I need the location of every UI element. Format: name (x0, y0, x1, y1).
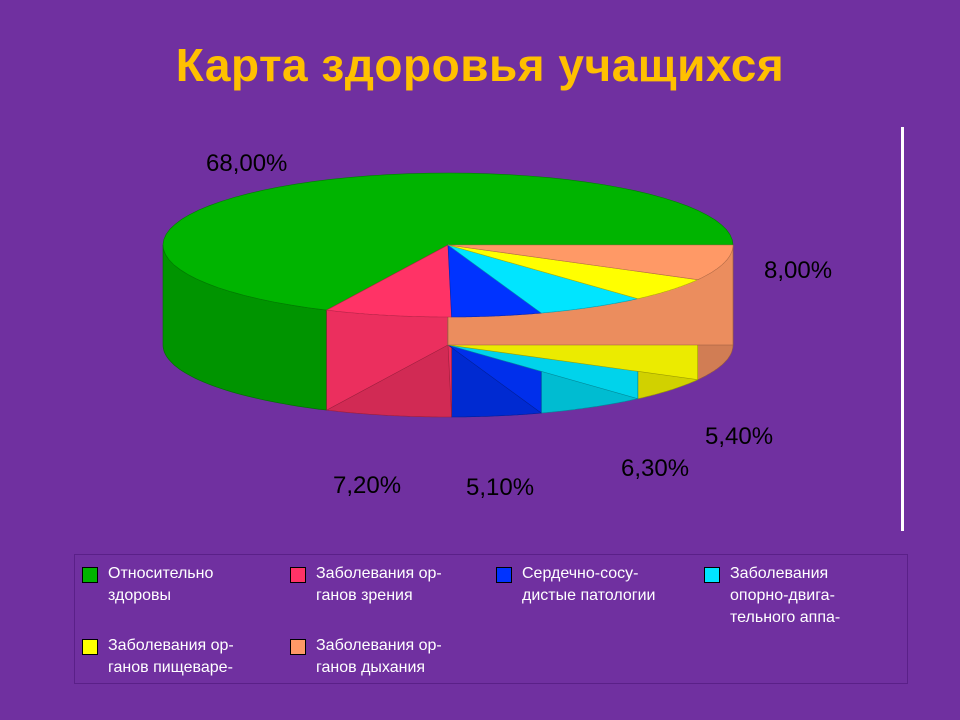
pie-slice-0 (162, 172, 734, 311)
legend-label: Заболевания ор- ганов зрения (316, 565, 442, 604)
legend-label: Заболевания опорно-двига- тельного аппа- (730, 565, 841, 626)
legend-label: Сердечно-сосу- дистые патологии (522, 565, 656, 604)
pie-slice-4 (447, 244, 699, 300)
pie-value-label: 5,10% (466, 474, 535, 501)
pie-value-label: 68,00% (206, 150, 288, 177)
vertical-divider-line (901, 127, 904, 531)
legend-label: Относительно здоровы (108, 565, 214, 604)
pie-slice-5 (447, 244, 734, 281)
pie-slice-1 (325, 244, 452, 318)
legend-swatch (496, 567, 512, 583)
legend-swatch (82, 639, 98, 655)
legend-swatch (704, 567, 720, 583)
pie-slice-2 (447, 244, 542, 318)
legend-swatch (82, 567, 98, 583)
legend-swatch (290, 567, 306, 583)
pie-value-label: 8,00% (764, 257, 833, 284)
pie-value-label: 6,30% (621, 455, 690, 482)
pie-slice-3 (447, 244, 638, 314)
pie-value-label: 5,40% (705, 423, 774, 450)
pie-value-label: 7,20% (333, 472, 402, 499)
slide-title: Карта здоровья учащихся (175, 39, 785, 91)
chart-legend: Относительно здоровы Заболевания ор- гано… (74, 554, 908, 684)
legend-swatch (290, 639, 306, 655)
legend-label: Заболевания ор- ганов дыхания (316, 637, 442, 676)
legend-label: Заболевания ор- ганов пищеваре- (108, 637, 234, 676)
